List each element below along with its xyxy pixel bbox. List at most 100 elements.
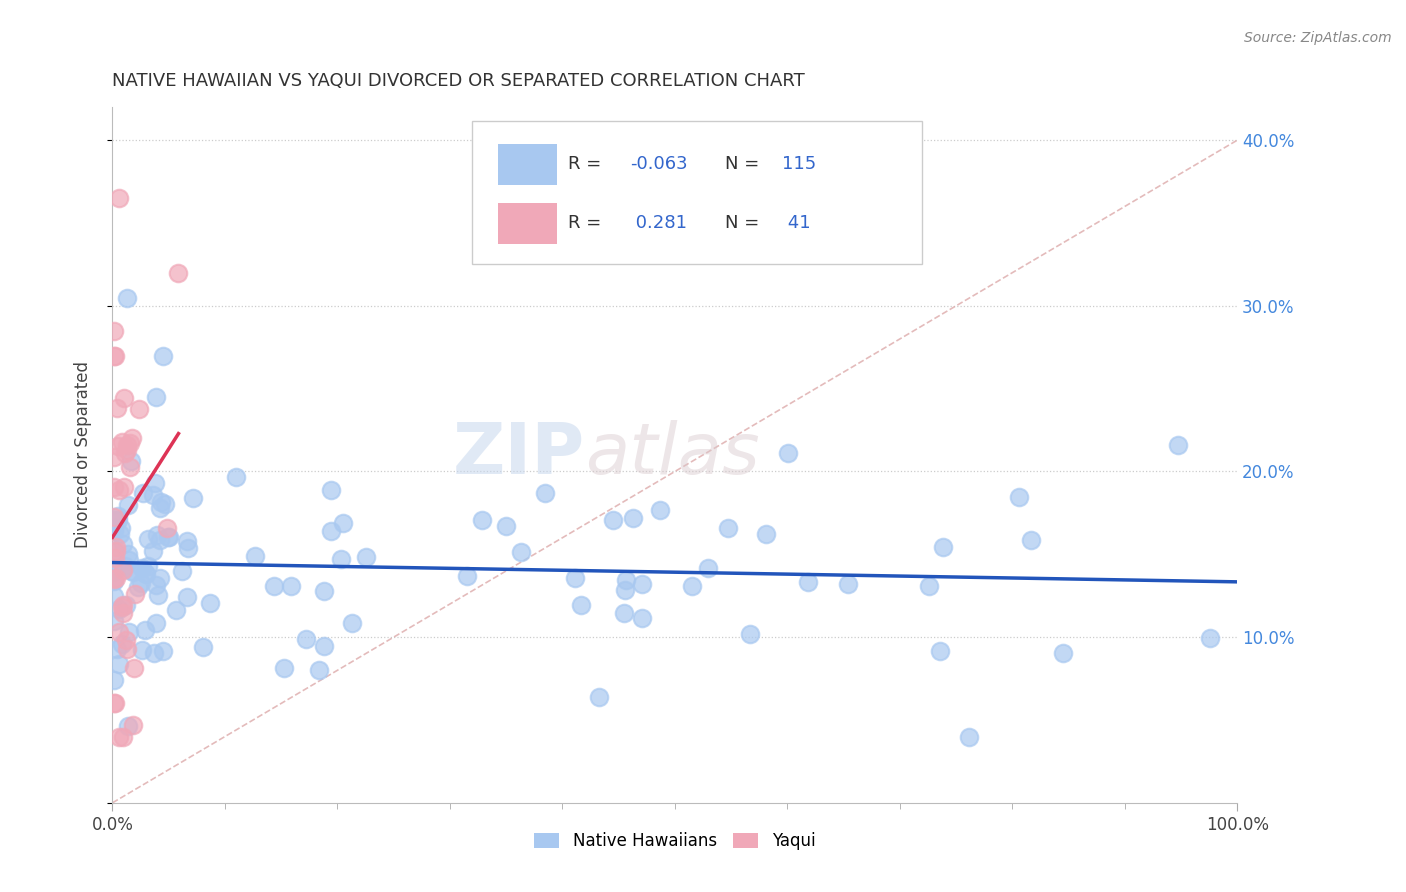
- Point: [111, 435, 134, 450]
- Point: [118, 460, 141, 475]
- Point: [495, 519, 517, 533]
- Point: [103, 509, 125, 524]
- Point: [105, 401, 128, 415]
- Point: [115, 641, 138, 656]
- Point: [134, 566, 156, 581]
- Point: [104, 540, 127, 554]
- Point: [114, 633, 136, 648]
- Point: [929, 644, 952, 658]
- Point: [176, 590, 198, 604]
- Point: [145, 528, 167, 542]
- Point: [148, 501, 170, 516]
- Point: [263, 579, 285, 593]
- Point: [319, 524, 342, 539]
- Point: [510, 545, 533, 559]
- Text: NATIVE HAWAIIAN VS YAQUI DIVORCED OR SEPARATED CORRELATION CHART: NATIVE HAWAIIAN VS YAQUI DIVORCED OR SEP…: [112, 72, 806, 90]
- Point: [111, 600, 134, 615]
- Point: [121, 565, 143, 579]
- Point: [122, 718, 145, 732]
- Text: R =: R =: [568, 155, 607, 173]
- Point: [957, 731, 980, 745]
- Point: [111, 606, 134, 620]
- Point: [145, 616, 167, 631]
- Point: [354, 549, 377, 564]
- Point: [117, 548, 139, 562]
- Point: [569, 599, 592, 613]
- Point: [142, 646, 165, 660]
- Point: [114, 558, 136, 573]
- Point: [149, 533, 172, 547]
- Point: [132, 486, 155, 500]
- Point: [149, 494, 172, 508]
- Point: [118, 553, 141, 567]
- Point: [146, 588, 169, 602]
- Point: [145, 578, 167, 592]
- Point: [602, 513, 624, 527]
- Point: [112, 480, 135, 494]
- Point: [588, 690, 610, 705]
- Text: 41: 41: [782, 214, 810, 232]
- Y-axis label: Divorced or Separated: Divorced or Separated: [73, 361, 91, 549]
- Point: [103, 480, 125, 494]
- Text: N =: N =: [725, 214, 765, 232]
- Point: [330, 552, 353, 566]
- Point: [176, 534, 198, 549]
- Point: [717, 521, 740, 535]
- Text: -0.063: -0.063: [630, 155, 688, 173]
- Point: [110, 526, 132, 541]
- Point: [613, 606, 636, 620]
- Point: [112, 537, 135, 551]
- Point: [103, 573, 125, 587]
- Point: [134, 623, 156, 637]
- Point: [108, 657, 131, 671]
- Point: [225, 470, 247, 484]
- Point: [319, 483, 342, 498]
- Point: [273, 661, 295, 675]
- Point: [630, 611, 652, 625]
- Point: [143, 476, 166, 491]
- Point: [108, 625, 131, 640]
- Point: [107, 439, 129, 453]
- Point: [111, 599, 134, 613]
- Point: [738, 626, 761, 640]
- Point: [332, 516, 354, 530]
- Point: [1008, 490, 1031, 504]
- Point: [114, 598, 136, 612]
- Point: [138, 532, 160, 546]
- Point: [111, 637, 134, 651]
- Point: [181, 491, 204, 505]
- Point: [155, 497, 177, 511]
- Point: [112, 391, 135, 405]
- Point: [1019, 533, 1042, 547]
- Point: [128, 401, 150, 416]
- Text: Source: ZipAtlas.com: Source: ZipAtlas.com: [1244, 31, 1392, 45]
- Point: [294, 632, 316, 646]
- Point: [621, 511, 644, 525]
- Point: [456, 569, 478, 583]
- Point: [149, 571, 172, 585]
- Point: [118, 624, 141, 639]
- Point: [471, 513, 494, 527]
- Point: [191, 640, 214, 654]
- Point: [131, 560, 153, 574]
- Point: [103, 524, 125, 539]
- Point: [108, 602, 131, 616]
- FancyBboxPatch shape: [498, 203, 557, 244]
- Point: [797, 574, 820, 589]
- Point: [122, 661, 145, 675]
- Point: [1198, 632, 1220, 646]
- Point: [105, 642, 128, 657]
- Text: 115: 115: [782, 155, 815, 173]
- Point: [198, 596, 221, 610]
- Point: [103, 697, 125, 711]
- Point: [118, 436, 141, 450]
- Point: [156, 530, 179, 544]
- Point: [105, 571, 128, 585]
- Point: [172, 564, 194, 578]
- Point: [127, 580, 149, 594]
- Point: [152, 349, 174, 363]
- Point: [111, 563, 134, 577]
- Point: [932, 540, 955, 554]
- Point: [135, 567, 157, 582]
- Point: [110, 520, 132, 534]
